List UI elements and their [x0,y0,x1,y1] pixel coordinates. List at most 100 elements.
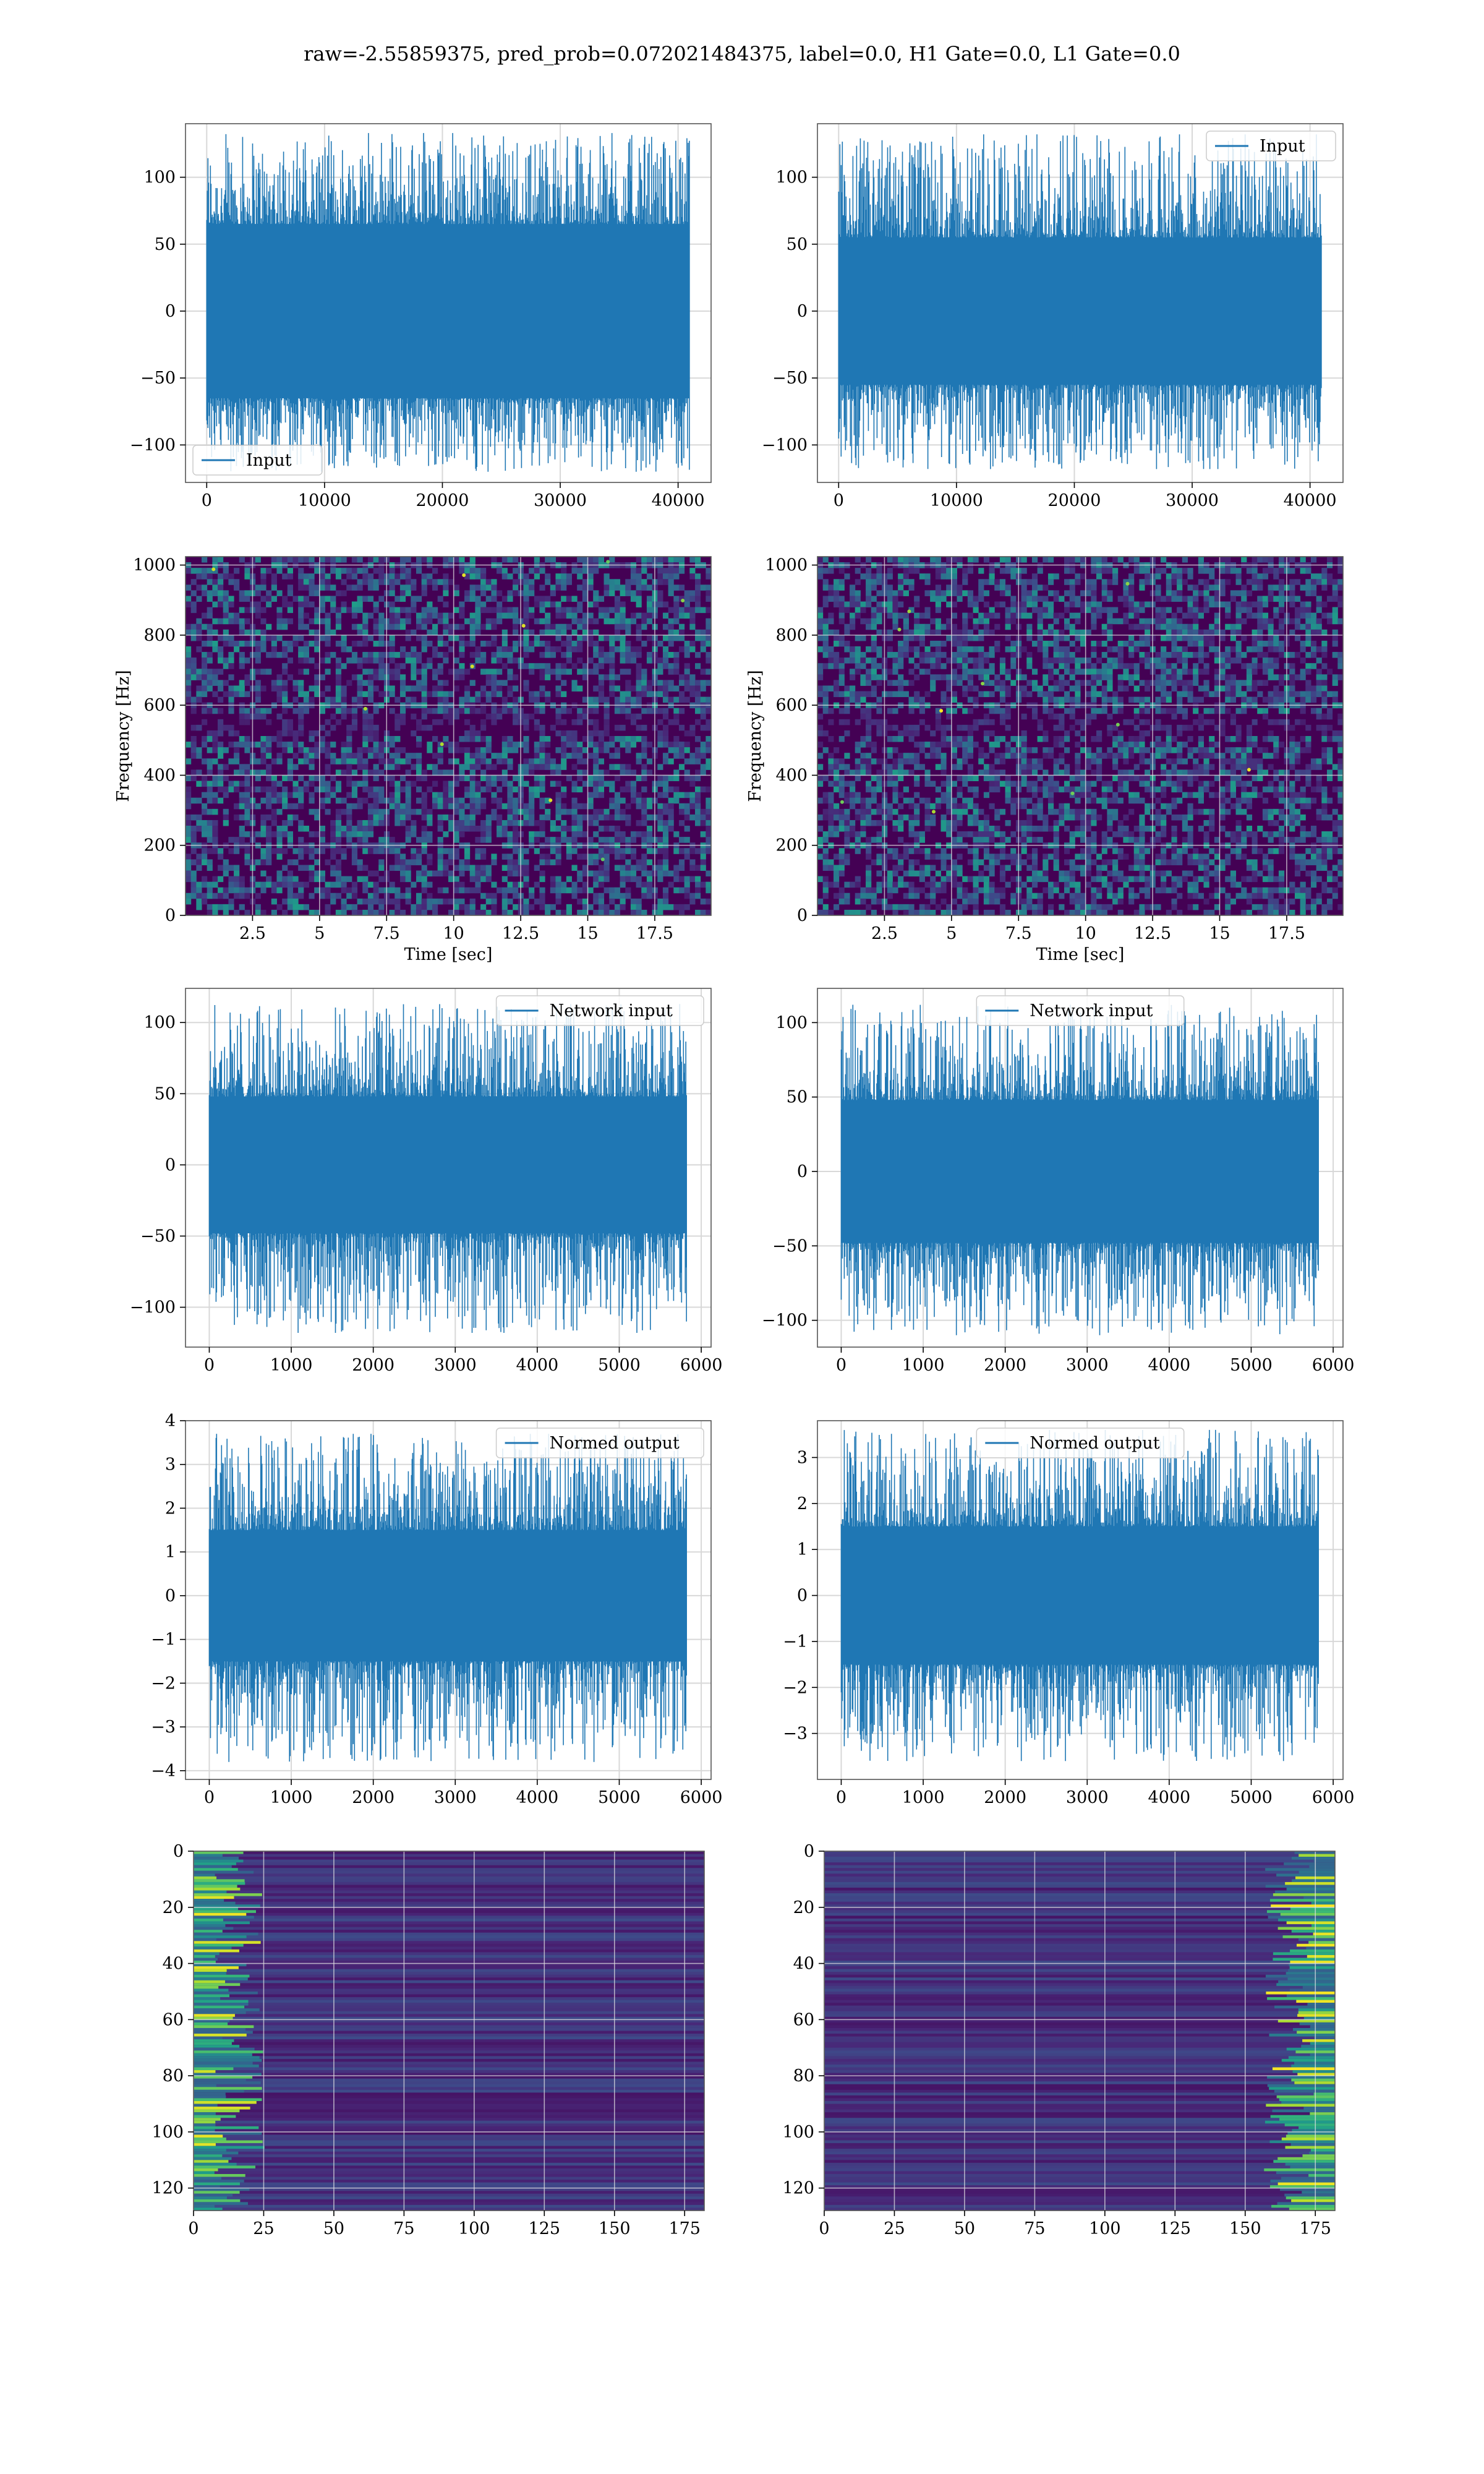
heatmap-cell [325,618,331,625]
heatmap-cell [234,814,240,821]
heatmap-cell [822,640,829,647]
heatmap-cell [399,573,406,580]
heatmap-cell [421,724,427,731]
heatmap-cell [838,674,845,680]
heatmap-cell [260,742,267,748]
heatmap-cell [587,792,594,798]
heatmap-cell [571,820,578,826]
heatmap-cell [399,663,406,669]
heatmap-cell [244,680,250,686]
heatmap-cell [464,747,471,753]
heatmap-cell [1225,663,1231,669]
heatmap-cell [1209,573,1215,580]
heatmap-cell [625,865,631,871]
heatmap-cell [325,753,331,759]
heatmap-cell [453,708,459,714]
heatmap-cell [935,663,941,669]
heatmap-cell [309,618,315,625]
heatmap-cell [513,719,519,726]
heatmap-cell [196,797,202,804]
heatmap-cell [957,629,963,636]
heatmap-cell [940,568,947,574]
heatmap-cell [501,557,508,563]
heatmap-cell [636,865,642,871]
heatmap-cell [1161,652,1167,658]
heatmap-cell [529,584,535,591]
heatmap-cell [657,719,663,726]
heatmap-cell [577,775,583,781]
heatmap-cell [389,652,395,658]
heatmap-cell [1305,652,1311,658]
heatmap-cell [871,646,877,653]
heatmap-cell [234,579,240,585]
heatmap-cell [609,803,615,810]
heatmap-cell [234,865,240,871]
heatmap-cell [641,674,647,680]
heatmap-cell [303,640,309,647]
heatmap-cell [930,590,936,596]
heatmap-cell [1187,601,1193,608]
heatmap-cell [485,764,492,770]
heatmap-cell [292,557,299,563]
heatmap-cell [266,876,272,883]
heatmap-cell [448,623,454,630]
heatmap-cell [822,579,829,585]
heatmap-cell [453,820,459,826]
heatmap-cell [678,837,685,843]
heatmap-cell [700,808,706,815]
heatmap-cell [335,557,342,563]
heatmap-cell [1305,680,1311,686]
heatmap-cell [507,898,513,905]
heatmap-cell [850,685,856,691]
heatmap-cell [1187,635,1193,641]
heatmap-cell [876,652,882,658]
heatmap-cell [1235,652,1242,658]
heatmap-cell [319,708,326,714]
heatmap-cell [684,803,690,810]
heatmap-cell [1128,596,1135,602]
heatmap-cell [577,758,583,764]
heatmap-cell [630,742,637,748]
heatmap-cell [202,892,208,899]
heatmap-cell [207,568,213,574]
heatmap-cell [228,652,234,658]
heatmap-cell [828,590,834,596]
heatmap-cell [1278,579,1285,585]
heatmap-cell [485,584,492,591]
heatmap-cell [378,618,385,625]
heatmap-cell [196,781,202,787]
heatmap-cell [239,814,245,821]
heatmap-cell [609,909,615,916]
heatmap-cell [335,573,342,580]
heatmap-cell [325,730,331,737]
heatmap-cell [416,797,422,804]
heatmap-cell [513,831,519,837]
heatmap-cell [614,865,621,871]
heatmap-cell [1005,669,1011,675]
heatmap-cell [657,904,663,910]
heatmap-cell [668,803,674,810]
heatmap-cell [620,724,626,731]
heatmap-cell [1123,669,1129,675]
heatmap-cell [357,859,363,865]
heatmap-cell [497,753,503,759]
heatmap-cell [362,669,369,675]
heatmap-cell [223,870,229,877]
heatmap-cell [1031,640,1038,647]
heatmap-cell [282,557,288,563]
heatmap-cell [437,612,443,619]
heatmap-cell [603,837,610,843]
heatmap-cell [1161,568,1167,574]
axes-frame [185,123,712,483]
heatmap-cell [609,826,615,832]
heatmap-cell [919,623,925,630]
heatmap-cell [223,775,229,781]
heatmap-cell [657,876,663,883]
heatmap-cell [646,691,653,698]
heatmap-cell [207,764,213,770]
heatmap-cell [962,623,968,630]
heatmap-cell [319,557,326,563]
heatmap-cell [673,612,680,619]
y-tick-label: −50 [772,369,808,388]
heatmap-cell [309,590,315,596]
